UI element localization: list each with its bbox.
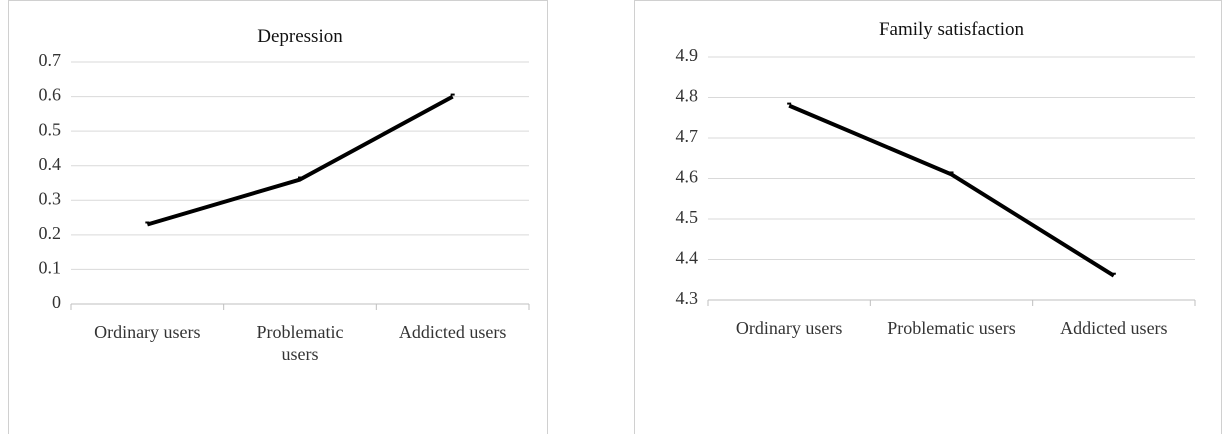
family-satisfaction-series-line <box>788 103 1115 278</box>
depression-y-tick-label: 0.2 <box>39 223 62 243</box>
family-satisfaction-y-tick-label: 4.6 <box>676 167 699 187</box>
depression-y-tick-label: 0 <box>52 292 61 312</box>
family-satisfaction-chart-title: Family satisfaction <box>879 19 1025 40</box>
chart-family-satisfaction: Family satisfaction 4.3 4.4 4.5 4.6 4.7 4.8 4.9… <box>634 0 1222 434</box>
depression-y-tick-label: 0.6 <box>39 85 62 105</box>
family-satisfaction-x-tick-label: Addicted users <box>1060 318 1167 338</box>
depression-y-tick-label: 0.5 <box>39 119 62 139</box>
family-satisfaction-x-tick-label: Ordinary users <box>736 318 842 338</box>
depression-x-tick-label: Ordinary users <box>94 322 200 342</box>
chart-depression: Depression 0 0.1 0.2 0.3 0.4 0.5 0.6 0.7 Ordinary… <box>8 0 548 434</box>
family-satisfaction-y-tick-label: 4.9 <box>676 45 699 65</box>
depression-y-tick-label: 0.1 <box>39 258 62 278</box>
chart-depression-svg: Depression 0 0.1 0.2 0.3 0.4 0.5 0.6 0.7 Ordinary… <box>39 26 530 364</box>
family-satisfaction-y-tick-label: 4.4 <box>676 248 699 268</box>
family-satisfaction-y-tick-label: 4.8 <box>676 86 699 106</box>
chart-family-satisfaction-svg: Family satisfaction 4.3 4.4 4.5 4.6 4.7 4.8 4.9… <box>676 19 1196 338</box>
depression-x-tick-label: Addicted users <box>399 322 506 342</box>
depression-y-tick-label: 0.3 <box>39 188 62 208</box>
family-satisfaction-y-tick-label: 4.7 <box>676 126 699 146</box>
family-satisfaction-y-tick-label: 4.5 <box>676 207 699 227</box>
family-satisfaction-x-tick-label: Problematic users <box>887 318 1015 338</box>
depression-y-tick-label: 0.4 <box>39 154 62 174</box>
depression-x-tick-label: Problematic users <box>257 322 344 364</box>
depression-y-tick-label: 0.7 <box>39 50 62 70</box>
depression-chart-title: Depression <box>257 26 343 47</box>
depression-series-line <box>146 94 454 227</box>
family-satisfaction-y-tick-label: 4.3 <box>676 288 699 308</box>
